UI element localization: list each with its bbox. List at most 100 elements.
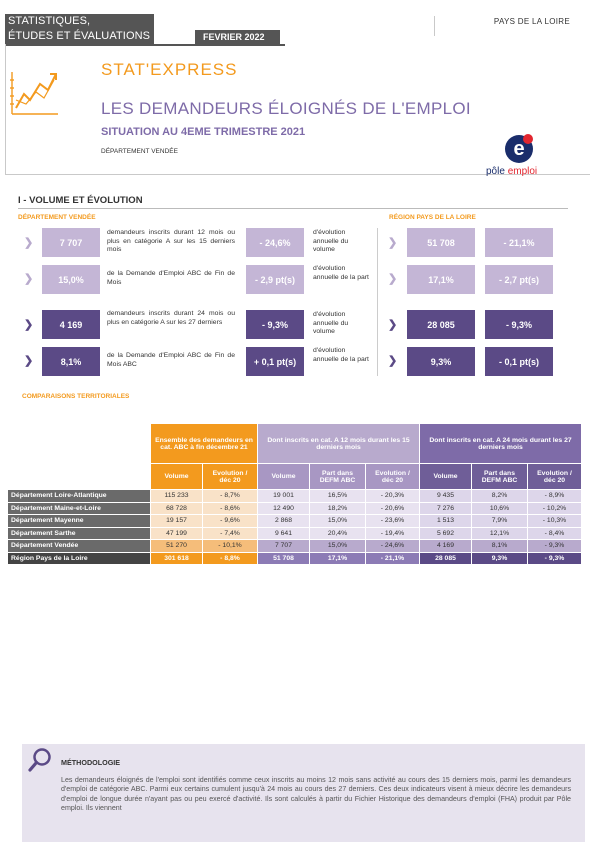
column-header: Evolution / déc 20 bbox=[527, 463, 582, 490]
table-cell: 8,1% bbox=[471, 539, 528, 553]
row-label: Département Mayenne bbox=[7, 514, 151, 528]
evolution-description: d'évolution annuelle de la part bbox=[313, 347, 369, 363]
rising-chart-icon bbox=[10, 72, 58, 115]
chevron-right-icon: ❯ bbox=[24, 237, 34, 249]
table-cell: 18,2% bbox=[309, 501, 366, 515]
region-separator bbox=[434, 16, 435, 36]
indicator-description: de la Demande d'Emploi ABC de Fin de Moi… bbox=[107, 352, 235, 368]
table-cell: 1 513 bbox=[419, 514, 472, 528]
indicator-value: 7 707 bbox=[42, 228, 100, 257]
column-divider bbox=[377, 228, 378, 376]
table-cell: - 8,4% bbox=[527, 526, 582, 540]
table-cell: 5 692 bbox=[419, 526, 472, 540]
region-name: PAYS DE LA LOIRE bbox=[493, 17, 570, 26]
section-title: I - VOLUME ET ÉVOLUTION bbox=[18, 195, 143, 206]
table-cell: - 24,6% bbox=[365, 539, 420, 553]
logo-wordmark: pôle emploi bbox=[486, 166, 537, 177]
column-header: Part dans DEFM ABC bbox=[471, 463, 528, 490]
pole-emploi-logo: e bbox=[505, 134, 533, 163]
table-cell: 9 641 bbox=[257, 526, 310, 540]
indicator-description: demandeurs inscrits durant 12 mois ou pl… bbox=[107, 229, 235, 254]
table-cell: 68 728 bbox=[150, 501, 203, 515]
department-label: DÉPARTEMENT VENDÉE bbox=[18, 214, 96, 221]
table-row: Département Sarthe 47 199 - 7,4% 9 641 2… bbox=[7, 526, 582, 540]
row-label: Département Vendée bbox=[7, 539, 151, 553]
chevron-right-icon: ❯ bbox=[388, 319, 398, 331]
chevron-right-icon: ❯ bbox=[388, 237, 398, 249]
indicator-evolution: - 9,3% bbox=[246, 310, 304, 339]
page-title: LES DEMANDEURS ÉLOIGNÉS DE L'EMPLOI bbox=[101, 99, 471, 118]
indicator-evolution: - 24,6% bbox=[246, 228, 304, 257]
table-cell: - 9,3% bbox=[527, 539, 582, 553]
table-cell: - 10,2% bbox=[527, 501, 582, 515]
table-cell: - 8,8% bbox=[202, 551, 258, 565]
table-cell: - 23,6% bbox=[365, 514, 420, 528]
table-cell: 301 618 bbox=[150, 551, 203, 565]
column-header: Evolution / déc 20 bbox=[365, 463, 420, 490]
region-value: 51 708 bbox=[407, 228, 475, 257]
header-left-rule bbox=[5, 44, 6, 174]
group-header: Dont inscrits en cat. A 24 mois durant l… bbox=[419, 423, 582, 464]
indicator-evolution: - 2,9 pt(s) bbox=[246, 265, 304, 294]
table-cell: - 8,7% bbox=[202, 489, 258, 503]
table-cell: 19 001 bbox=[257, 489, 310, 503]
table-cell: - 20,6% bbox=[365, 501, 420, 515]
table-cell: 15,0% bbox=[309, 539, 366, 553]
series-title-line2: ÉTUDES ET ÉVALUATIONS bbox=[8, 30, 151, 42]
table-cell: - 8,9% bbox=[527, 489, 582, 503]
table-cell: 9 435 bbox=[419, 489, 472, 503]
table-cell: 115 233 bbox=[150, 489, 203, 503]
indicator-value: 15,0% bbox=[42, 265, 100, 294]
table-cell: - 9,3% bbox=[527, 551, 582, 565]
indicator-value: 8,1% bbox=[42, 347, 100, 376]
chevron-right-icon: ❯ bbox=[24, 355, 34, 367]
table-cell: 8,2% bbox=[471, 489, 528, 503]
magnifier-icon bbox=[28, 748, 51, 772]
table-cell: 17,1% bbox=[309, 551, 366, 565]
table-cell: 12,1% bbox=[471, 526, 528, 540]
region-evolution: - 21,1% bbox=[485, 228, 553, 257]
table-cell: 7 707 bbox=[257, 539, 310, 553]
table-corner bbox=[7, 423, 151, 464]
brand-title: STAT'EXPRESS bbox=[101, 60, 238, 79]
evolution-description: d'évolution annuelle de la part bbox=[313, 265, 369, 281]
table-cell: 10,6% bbox=[471, 501, 528, 515]
table-cell: 2 868 bbox=[257, 514, 310, 528]
department-name: DÉPARTEMENT VENDÉE bbox=[101, 148, 178, 155]
table-cell: - 8,6% bbox=[202, 501, 258, 515]
methodology-text: Les demandeurs éloignés de l'emploi sont… bbox=[61, 776, 571, 812]
table-row: Département Maine-et-Loire 68 728 - 8,6%… bbox=[7, 501, 582, 515]
chevron-right-icon: ❯ bbox=[24, 273, 34, 285]
comparisons-title: COMPARAISONS TERRITORIALES bbox=[22, 393, 130, 400]
column-header: Volume bbox=[419, 463, 472, 490]
table-cell: - 21,1% bbox=[365, 551, 420, 565]
indicator-description: demandeurs inscrits durant 24 mois ou pl… bbox=[107, 310, 235, 326]
region-evolution: - 0,1 pt(s) bbox=[485, 347, 553, 376]
table-row: Département Mayenne 19 157 - 9,6% 2 868 … bbox=[7, 514, 582, 528]
region-value: 28 085 bbox=[407, 310, 475, 339]
group-header: Dont inscrits en cat. A 12 mois durant l… bbox=[257, 423, 420, 464]
table-cell: 15,0% bbox=[309, 514, 366, 528]
svg-text:e: e bbox=[513, 138, 524, 160]
table-cell: 28 085 bbox=[419, 551, 472, 565]
column-header: Part dans DEFM ABC bbox=[309, 463, 366, 490]
table-cell: - 20,3% bbox=[365, 489, 420, 503]
table-cell: 20,4% bbox=[309, 526, 366, 540]
table-cell: - 7,4% bbox=[202, 526, 258, 540]
chevron-right-icon: ❯ bbox=[24, 319, 34, 331]
table-cell: 7,9% bbox=[471, 514, 528, 528]
column-header: Volume bbox=[150, 463, 203, 490]
table-cell: - 19,4% bbox=[365, 526, 420, 540]
region-value: 17,1% bbox=[407, 265, 475, 294]
page-subtitle: SITUATION AU 4EME TRIMESTRE 2021 bbox=[101, 126, 306, 138]
comparison-table: Ensemble des demandeurs en cat. ABC à fi… bbox=[7, 423, 582, 565]
chevron-right-icon: ❯ bbox=[388, 355, 398, 367]
table-cell: - 10,1% bbox=[202, 539, 258, 553]
table-row: Département Vendée 51 270 - 10,1% 7 707 … bbox=[7, 539, 582, 553]
table-cell: 9,3% bbox=[471, 551, 528, 565]
row-label: Département Sarthe bbox=[7, 526, 151, 540]
column-header: Evolution / déc 20 bbox=[202, 463, 258, 490]
table-cell: 19 157 bbox=[150, 514, 203, 528]
methodology-title: MÉTHODOLOGIE bbox=[61, 758, 121, 767]
region-evolution: - 2,7 pt(s) bbox=[485, 265, 553, 294]
